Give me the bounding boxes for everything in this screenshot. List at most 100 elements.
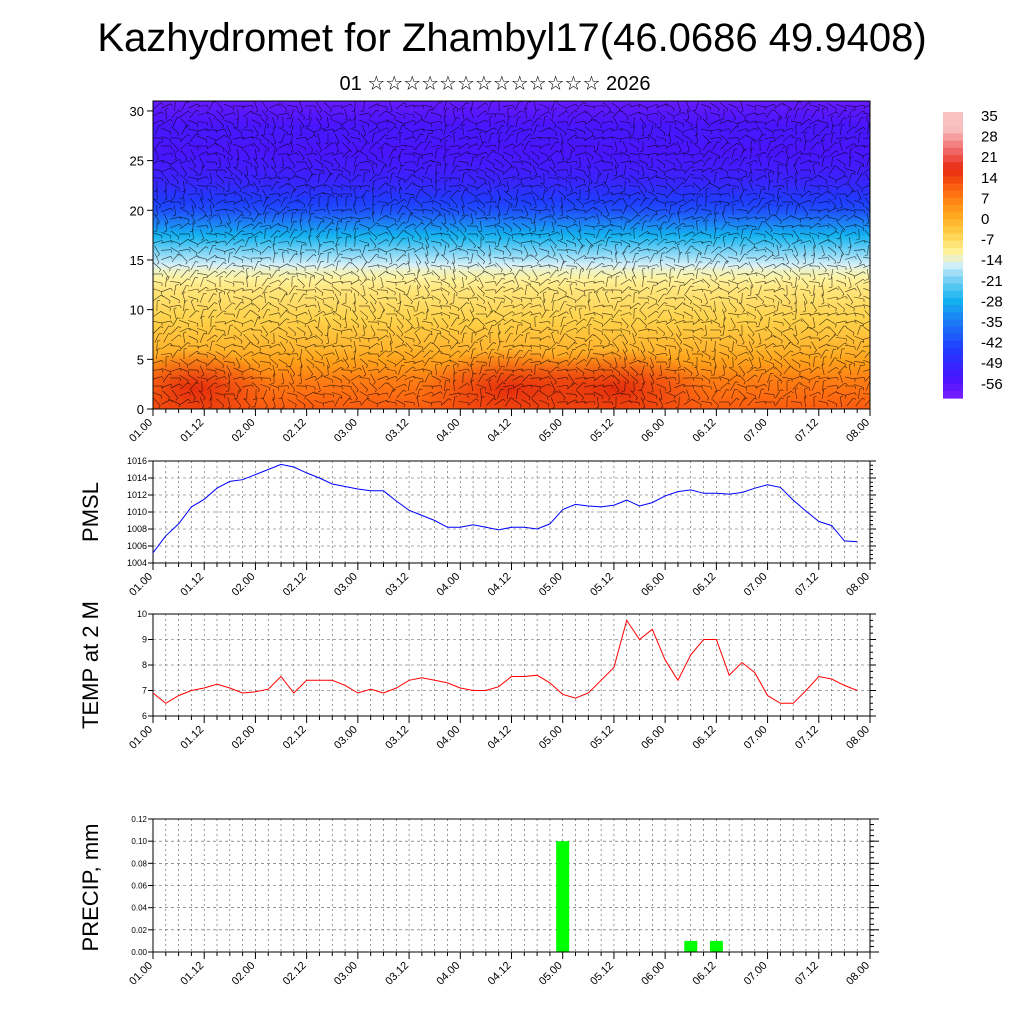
wind-barb-flag bbox=[681, 132, 684, 136]
wind-barb bbox=[458, 183, 468, 189]
wind-barb bbox=[710, 119, 720, 125]
wind-barb bbox=[719, 231, 729, 237]
wind-barb bbox=[504, 166, 512, 174]
wind-barb-flag bbox=[303, 117, 306, 121]
wind-barb-flag bbox=[559, 214, 563, 217]
wind-barb bbox=[279, 102, 287, 110]
wind-barb bbox=[575, 168, 585, 172]
wind-barb-flag bbox=[330, 116, 333, 120]
wind-barb bbox=[738, 110, 746, 118]
wind-barb-flag bbox=[250, 110, 254, 113]
wind-barb bbox=[197, 104, 207, 108]
wind-barb bbox=[215, 240, 225, 244]
wind-barb-flag bbox=[649, 166, 653, 169]
wind-barb bbox=[514, 165, 520, 175]
wind-barb bbox=[215, 152, 225, 156]
wind-barb bbox=[190, 213, 196, 223]
wind-barb bbox=[486, 149, 494, 159]
wind-barb-flag bbox=[402, 213, 406, 215]
wind-barb bbox=[354, 108, 356, 120]
wind-barb bbox=[568, 117, 574, 127]
wind-barb-flag bbox=[394, 198, 398, 202]
wind-barb-flag bbox=[800, 239, 803, 243]
wind-barb bbox=[387, 126, 395, 134]
wind-barb bbox=[461, 205, 465, 215]
wind-barb-flag bbox=[817, 222, 821, 226]
wind-barb bbox=[153, 119, 162, 124]
wind-barb bbox=[790, 193, 802, 195]
wind-barb-flag bbox=[187, 110, 191, 114]
wind-barb-flag bbox=[647, 239, 650, 242]
wind-barb-flag bbox=[593, 145, 596, 149]
wind-barb bbox=[334, 173, 340, 183]
wind-barb bbox=[800, 200, 810, 204]
wind-barb-flag bbox=[215, 240, 218, 244]
wind-barb bbox=[692, 216, 702, 220]
wind-barb bbox=[226, 125, 232, 135]
wind-barb bbox=[450, 198, 458, 206]
wind-barb bbox=[854, 182, 864, 190]
wind-barb bbox=[377, 127, 387, 133]
wind-barb bbox=[839, 197, 843, 207]
wind-barb-flag bbox=[559, 206, 563, 209]
wind-barb bbox=[781, 233, 793, 235]
wind-barb-flag bbox=[421, 116, 423, 120]
wind-barb-flag bbox=[606, 214, 610, 217]
wind-barb-flag bbox=[206, 112, 209, 116]
wind-barb bbox=[665, 152, 675, 156]
wind-barb bbox=[539, 111, 549, 117]
wind-barb-flag bbox=[683, 239, 686, 243]
wind-barb-flag bbox=[726, 157, 730, 159]
wind-barb-flag bbox=[834, 165, 838, 167]
wind-barb bbox=[377, 231, 387, 237]
wind-barb bbox=[368, 127, 378, 133]
wind-barb bbox=[503, 143, 513, 149]
wind-barb bbox=[539, 168, 549, 172]
wind-barb-flag bbox=[446, 229, 449, 233]
wind-barb bbox=[449, 102, 459, 110]
wind-barb-flag bbox=[206, 122, 208, 126]
wind-barb bbox=[596, 213, 600, 223]
wind-barb bbox=[354, 101, 356, 112]
wind-barb-flag bbox=[412, 236, 414, 240]
wind-barb-flag bbox=[485, 119, 488, 123]
wind-barb bbox=[629, 104, 639, 108]
wind-barb-flag bbox=[325, 126, 329, 129]
wind-barb-flag bbox=[443, 115, 447, 118]
wind-barb-flag bbox=[485, 192, 488, 196]
wind-barb bbox=[435, 164, 437, 176]
wind-barb bbox=[540, 182, 548, 190]
wind-barb bbox=[263, 213, 267, 223]
wind-barb bbox=[821, 141, 825, 151]
wind-barb bbox=[477, 246, 485, 254]
wind-barb bbox=[675, 182, 683, 190]
wind-barb bbox=[836, 175, 846, 181]
wind-barb-flag bbox=[436, 172, 440, 174]
wind-barb-flag bbox=[539, 175, 542, 179]
wind-barb bbox=[287, 152, 297, 156]
wind-barb bbox=[223, 201, 235, 203]
wind-barb-flag bbox=[247, 157, 250, 161]
wind-barb bbox=[773, 232, 783, 236]
wind-barb bbox=[620, 160, 630, 164]
wind-barb bbox=[701, 174, 711, 182]
wind-barb-flag bbox=[368, 160, 371, 164]
wind-barb-flag bbox=[402, 237, 406, 240]
wind-barb-flag bbox=[170, 103, 173, 107]
wind-barb-flag bbox=[520, 180, 522, 184]
wind-barb bbox=[497, 237, 501, 247]
wind-barb bbox=[488, 181, 492, 191]
wind-barb bbox=[290, 141, 294, 151]
wind-barb bbox=[755, 184, 765, 188]
wind-barb bbox=[756, 125, 764, 135]
wind-barb bbox=[665, 167, 675, 173]
wind-barb-flag bbox=[701, 241, 704, 245]
wind-barb-flag bbox=[366, 156, 369, 160]
wind-barb bbox=[189, 197, 197, 207]
wind-barb-flag bbox=[574, 220, 576, 224]
wind-barb bbox=[377, 247, 387, 253]
wind-barb bbox=[683, 134, 693, 142]
wind-barb bbox=[578, 229, 582, 239]
wind-barb bbox=[603, 102, 611, 110]
wind-barb bbox=[188, 167, 198, 173]
